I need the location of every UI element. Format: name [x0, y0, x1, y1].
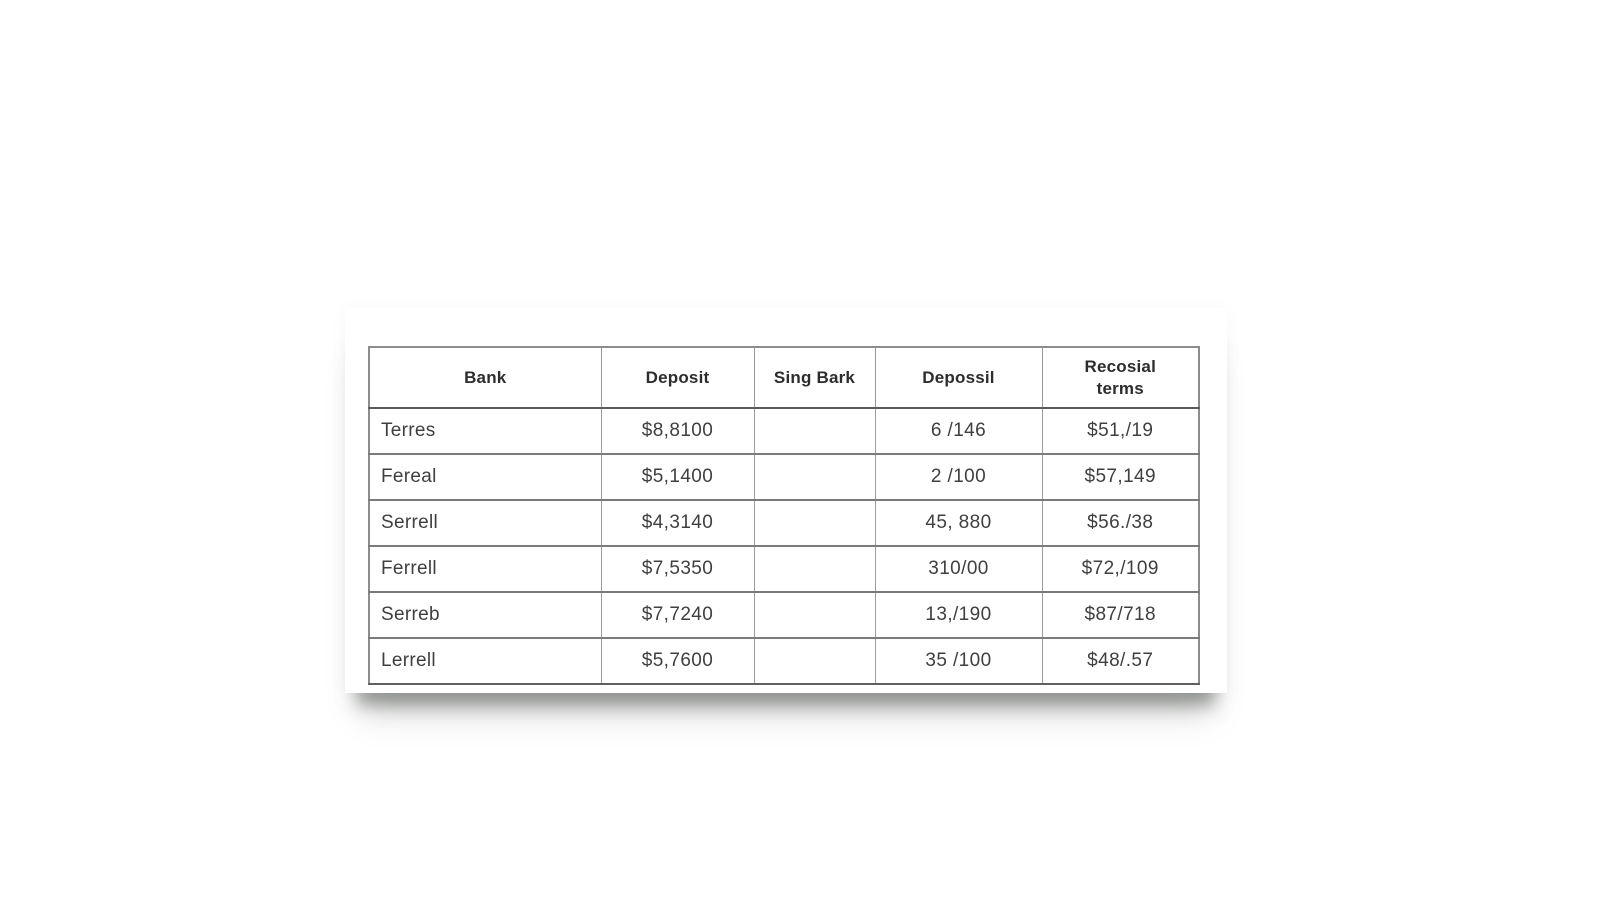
table-row: Ferrell $7,5350 310/00 $72,/109 — [368, 545, 1200, 593]
table-row: Lerrell $5,7600 35 /100 $48/.57 — [368, 637, 1200, 685]
bank-cell: Terres — [368, 407, 602, 455]
depossil-cell: 13,/190 — [874, 591, 1043, 639]
bank-cell: Fereal — [368, 453, 602, 501]
sing-bark-cell — [753, 453, 876, 501]
column-header-depossil: Depossil — [874, 346, 1043, 409]
depossil-cell: 2 /100 — [874, 453, 1043, 501]
column-header-recosial-terms: Recosial terms — [1041, 346, 1200, 409]
depossil-cell: 35 /100 — [874, 637, 1043, 685]
recosial-terms-cell: $51,/19 — [1041, 407, 1200, 455]
bank-cell: Ferrell — [368, 545, 602, 593]
column-header-bank: Bank — [368, 346, 602, 409]
deposit-cell: $5,7600 — [600, 637, 755, 685]
column-header-deposit: Deposit — [600, 346, 755, 409]
sing-bark-cell — [753, 591, 876, 639]
table-row: Serrell $4,3140 45, 880 $56./38 — [368, 499, 1200, 547]
sing-bark-cell — [753, 499, 876, 547]
recosial-terms-cell: $87/718 — [1041, 591, 1200, 639]
column-header-sing-bark: Sing Bark — [753, 346, 876, 409]
sing-bark-cell — [753, 545, 876, 593]
deposit-cell: $8,8100 — [600, 407, 755, 455]
sing-bark-cell — [753, 407, 876, 455]
table-row: Terres $8,8100 6 /146 $51,/19 — [368, 407, 1200, 455]
deposit-cell: $7,7240 — [600, 591, 755, 639]
table-card: Bank Deposit Sing Bark Depossil Recosial… — [345, 308, 1227, 693]
bank-table: Bank Deposit Sing Bark Depossil Recosial… — [368, 346, 1200, 685]
bank-cell: Serreb — [368, 591, 602, 639]
depossil-cell: 6 /146 — [874, 407, 1043, 455]
deposit-cell: $7,5350 — [600, 545, 755, 593]
deposit-cell: $4,3140 — [600, 499, 755, 547]
depossil-cell: 45, 880 — [874, 499, 1043, 547]
recosial-terms-cell: $72,/109 — [1041, 545, 1200, 593]
table-row: Serreb $7,7240 13,/190 $87/718 — [368, 591, 1200, 639]
recosial-terms-cell: $57,149 — [1041, 453, 1200, 501]
sing-bark-cell — [753, 637, 876, 685]
deposit-cell: $5,1400 — [600, 453, 755, 501]
table-row: Fereal $5,1400 2 /100 $57,149 — [368, 453, 1200, 501]
bank-cell: Lerrell — [368, 637, 602, 685]
recosial-terms-cell: $48/.57 — [1041, 637, 1200, 685]
recosial-terms-cell: $56./38 — [1041, 499, 1200, 547]
depossil-cell: 310/00 — [874, 545, 1043, 593]
bank-cell: Serrell — [368, 499, 602, 547]
table-header-row: Bank Deposit Sing Bark Depossil Recosial… — [368, 346, 1200, 409]
